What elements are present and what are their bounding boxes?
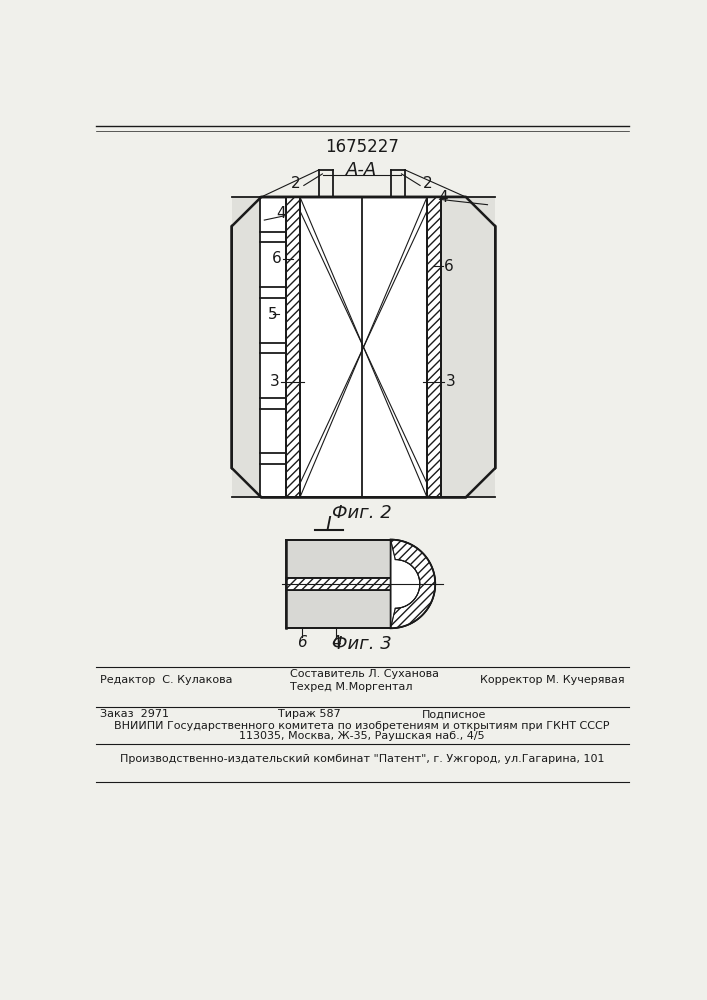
Polygon shape: [391, 540, 436, 628]
Text: 1675227: 1675227: [325, 138, 399, 156]
Bar: [232, 197, 260, 497]
Bar: [286, 578, 391, 590]
Text: А-А: А-А: [346, 161, 378, 179]
Bar: [427, 197, 441, 497]
Bar: [441, 197, 495, 497]
Bar: [286, 197, 300, 497]
Text: 2: 2: [423, 176, 433, 191]
Text: Редактор  С. Кулакова: Редактор С. Кулакова: [100, 675, 233, 685]
Text: 3: 3: [269, 374, 279, 389]
Polygon shape: [286, 540, 391, 578]
Text: 113035, Москва, Ж-35, Раушская наб., 4/5: 113035, Москва, Ж-35, Раушская наб., 4/5: [239, 731, 485, 741]
Text: 4: 4: [332, 635, 341, 650]
Text: 3: 3: [446, 374, 456, 389]
Text: Корректор М. Кучерявая: Корректор М. Кучерявая: [480, 675, 625, 685]
Text: 6: 6: [297, 635, 306, 650]
Bar: [427, 197, 441, 497]
Text: Составитель Л. Суханова: Составитель Л. Суханова: [290, 669, 439, 679]
Text: 4: 4: [438, 190, 448, 205]
Text: 6: 6: [444, 259, 454, 274]
Polygon shape: [286, 590, 391, 628]
Text: 5: 5: [268, 307, 278, 322]
Text: 2: 2: [291, 176, 301, 191]
Bar: [286, 197, 300, 497]
Text: Заказ  2971: Заказ 2971: [100, 709, 169, 719]
Text: ВНИИПИ Государственного комитета по изобретениям и открытиям при ГКНТ СССР: ВНИИПИ Государственного комитета по изоб…: [115, 721, 609, 731]
Text: Подписное: Подписное: [421, 709, 486, 719]
Text: Производственно-издательский комбинат "Патент", г. Ужгород, ул.Гагарина, 101: Производственно-издательский комбинат "П…: [119, 754, 604, 764]
Bar: [286, 578, 391, 590]
Text: Фиг. 3: Фиг. 3: [332, 635, 392, 653]
Text: Тираж 587: Тираж 587: [279, 709, 341, 719]
Text: 4: 4: [276, 206, 286, 221]
Text: I: I: [326, 515, 332, 534]
Text: Фиг. 2: Фиг. 2: [332, 504, 392, 522]
Text: 6: 6: [271, 251, 281, 266]
Polygon shape: [391, 540, 436, 628]
Polygon shape: [232, 197, 495, 497]
Text: Техред М.Моргентал: Техред М.Моргентал: [290, 682, 412, 692]
